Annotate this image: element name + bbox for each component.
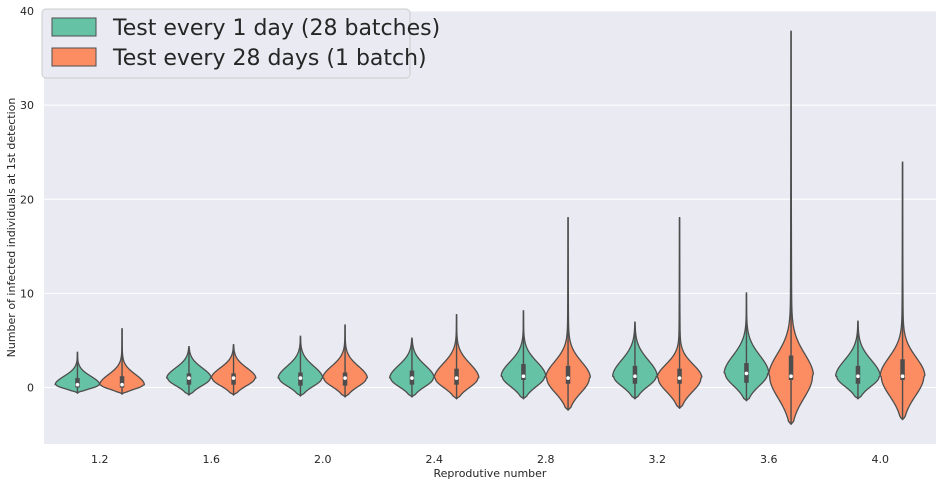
x-tick-labels: 1.2 1.6 2.0 2.4 2.8 3.2 3.6 4.0 bbox=[91, 453, 889, 466]
violin-median bbox=[789, 374, 793, 379]
x-tick-label: 2.4 bbox=[426, 453, 444, 466]
legend-swatch-daily bbox=[51, 17, 97, 37]
y-tick-label: 30 bbox=[20, 99, 34, 112]
violin-median bbox=[410, 376, 414, 380]
violin-median bbox=[187, 376, 191, 380]
y-tick-labels: 0 10 20 30 40 bbox=[20, 5, 34, 395]
violin-median bbox=[298, 376, 303, 380]
x-tick-label: 1.2 bbox=[91, 453, 109, 466]
x-tick-label: 2.0 bbox=[314, 453, 332, 466]
legend-label-monthly: Test every 28 days (1 batch) bbox=[112, 46, 427, 71]
legend-label-daily: Test every 1 day (28 batches) bbox=[112, 16, 440, 41]
y-tick-label: 20 bbox=[20, 193, 34, 206]
legend: Test every 1 day (28 batches) Test every… bbox=[41, 8, 440, 79]
x-tick-label: 3.6 bbox=[760, 453, 778, 466]
y-tick-label: 40 bbox=[20, 5, 34, 18]
legend-swatch-monthly bbox=[51, 47, 97, 67]
x-tick-label: 4.0 bbox=[872, 453, 890, 466]
violin-median bbox=[75, 382, 80, 387]
violin-median bbox=[454, 376, 459, 380]
violin-median bbox=[633, 374, 637, 379]
x-tick-label: 3.2 bbox=[649, 453, 667, 466]
violins bbox=[54, 30, 926, 426]
violin-median bbox=[120, 382, 124, 387]
violin-median bbox=[856, 374, 860, 379]
x-tick-label: 2.8 bbox=[537, 453, 555, 466]
x-axis-label: Reprodutive number bbox=[434, 467, 547, 480]
x-tick-label: 1.6 bbox=[203, 453, 221, 466]
violin-median bbox=[231, 376, 236, 380]
y-tick-label: 10 bbox=[20, 287, 34, 300]
legend-box bbox=[41, 8, 411, 79]
violin-median bbox=[677, 376, 682, 380]
y-tick-label: 0 bbox=[27, 382, 34, 395]
y-axis-label: Number of infected individuals at 1st de… bbox=[5, 98, 18, 358]
violin-median bbox=[521, 374, 526, 379]
violin-median bbox=[566, 376, 570, 380]
violin-median bbox=[900, 374, 905, 379]
violin-median bbox=[744, 371, 749, 376]
violin-median bbox=[343, 376, 347, 380]
